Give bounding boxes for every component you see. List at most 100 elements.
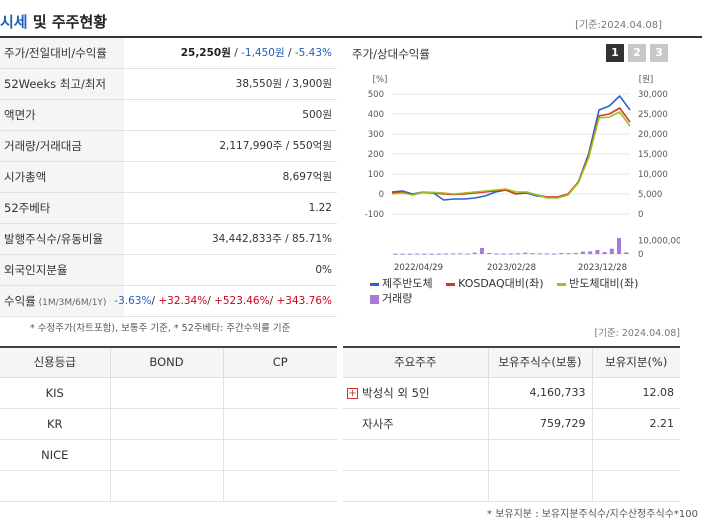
legend-swatch [446, 282, 456, 286]
bond-cell [110, 470, 224, 502]
volume-tick-label: 0 [638, 250, 643, 260]
table-row: NICE [0, 439, 337, 471]
y-right-tick-label: 15,000 [638, 150, 668, 160]
info-label: 액면가 [0, 100, 124, 130]
chart-reference-date: [기준: 2024.04.08] [594, 328, 680, 339]
holders-footnote: * 보유지분 : 보유지분주식수/지수산정주식수*100 [487, 509, 698, 520]
agency-cell [0, 470, 111, 502]
y-right-tick-label: 10,000 [638, 170, 668, 180]
holder-name-cell: 자사주 [343, 408, 489, 440]
volume-bar [624, 252, 629, 254]
table-row: KIS [0, 377, 337, 409]
y-right-tick-label: 20,000 [638, 130, 668, 140]
page-title: 시세 및 주주현황 [0, 13, 108, 31]
volume-bar [573, 252, 578, 254]
volume-bar [501, 253, 506, 255]
info-row-shares: 발행주식수/유동비율 34,442,833주 / 85.71% [0, 224, 337, 255]
legend-item-stock: 제주반도체 [370, 276, 433, 291]
holders-header: 보유주식수(보통) [488, 346, 593, 378]
info-label: 발행주식수/유동비율 [0, 224, 124, 254]
pct-cell: 2.21 [592, 408, 680, 440]
pct-cell [592, 470, 680, 502]
volume-bar [407, 253, 412, 255]
bond-cell [110, 377, 224, 409]
info-label: 52주베타 [0, 193, 124, 223]
info-label: 시가총액 [0, 162, 124, 192]
chart-tab-3[interactable]: 3 [650, 44, 668, 62]
price-chart: [%] [원] 500 30,000 400 25,000 300 20,000 200 15,0… [365, 75, 680, 273]
header-divider [0, 36, 702, 38]
y-right-unit: [원] [639, 75, 653, 85]
expand-icon[interactable]: + [347, 387, 358, 399]
info-row-52weeks: 52Weeks 최고/최저 38,550원 / 3,900원 [0, 69, 337, 100]
info-value: -3.63%/ +32.34%/ +523.46%/ +343.76% [114, 295, 332, 307]
info-value: 25,250원 / -1,450원 / -5.43% [180, 47, 332, 59]
agency-cell: KIS [0, 377, 111, 409]
price-footnote: * 수정주가(차트포함), 보통주 기준, * 52주베타: 주간수익률 기준 [30, 323, 291, 334]
chart-title: 주가/상대수익률 [352, 47, 430, 61]
info-row-foreign: 외국인지분율 0% [0, 255, 337, 286]
series-line [391, 95, 631, 201]
volume-bar [436, 253, 441, 255]
volume-bar [580, 251, 585, 254]
volume-bar [429, 253, 434, 255]
y-left-unit: [%] [373, 75, 388, 85]
volume-bar [523, 252, 528, 254]
volume-bar [494, 253, 499, 255]
volume-tick-label: 10,000,000 [638, 237, 680, 247]
cp-cell [223, 439, 337, 471]
series-line [391, 111, 631, 199]
cp-cell [223, 377, 337, 409]
volume-bar [451, 253, 456, 255]
table-row [343, 470, 680, 502]
table-row [343, 439, 680, 471]
y-left-tick-label: 200 [368, 150, 384, 160]
info-value: 38,550원 / 3,900원 [235, 78, 332, 90]
y-left-tick-label: 300 [368, 130, 384, 140]
volume-bar [537, 253, 542, 255]
legend-item-kosdaq: KOSDAQ대비(좌) [446, 276, 544, 291]
x-tick-label: 2023/02/28 [487, 263, 536, 273]
y-right-tick-label: 25,000 [638, 110, 668, 120]
section-header: 시세 및 주주현황 [기준:2024.04.08] [0, 0, 702, 38]
agency-cell: NICE [0, 439, 111, 471]
info-value: 0% [315, 264, 332, 276]
legend-item-volume: 거래량 [370, 291, 412, 306]
info-value: 8,697억원 [282, 171, 332, 183]
y-left-tick-label: 0 [379, 190, 384, 200]
series-line [391, 107, 631, 198]
volume-bar [472, 252, 477, 254]
credit-header: 신용등급 [0, 346, 111, 378]
info-value: 1.22 [308, 202, 332, 214]
info-value: 34,442,833주 / 85.71% [211, 233, 332, 245]
info-label: 주가/전일대비/수익률 [0, 38, 124, 68]
info-value: 500원 [302, 109, 332, 121]
y-left-tick-label: 500 [368, 90, 384, 100]
volume-bar [566, 253, 571, 255]
volume-bar [422, 253, 427, 255]
bond-cell [110, 408, 224, 440]
chart-tab-2[interactable]: 2 [628, 44, 646, 62]
x-tick-label: 2022/04/29 [394, 263, 443, 273]
legend-swatch [370, 282, 379, 286]
chart-tab-1[interactable]: 1 [606, 44, 624, 62]
volume-bar [617, 238, 621, 254]
volume-bar [609, 248, 614, 254]
volume-bar [415, 253, 420, 255]
major-shareholders-table: 주요주주 보유주식수(보통) 보유지분(%) + 박성식 외 5인 4,160,7… [343, 346, 680, 502]
volume-bar [552, 253, 557, 255]
table-row: KR [0, 408, 337, 440]
info-row-volume: 거래량/거래대금 2,117,990주 / 550억원 [0, 131, 337, 162]
legend-item-semi: 반도체대비(좌) [557, 276, 638, 291]
holders-header: 보유지분(%) [592, 346, 680, 378]
pct-cell: 12.08 [592, 377, 680, 409]
legend-swatch [370, 294, 379, 304]
info-row-returns: 수익률 (1M/3M/6M/1Y) -3.63%/ +32.34%/ +523.… [0, 286, 337, 317]
info-row-price: 주가/전일대비/수익률 25,250원 / -1,450원 / -5.43% [0, 38, 337, 69]
holder-name-cell [343, 470, 489, 502]
volume-bar [508, 253, 513, 255]
volume-bar [393, 253, 398, 255]
volume-bar [602, 252, 607, 254]
chart-legend: 제주반도체 KOSDAQ대비(좌) 반도체대비(좌) 거래량 [370, 276, 670, 306]
